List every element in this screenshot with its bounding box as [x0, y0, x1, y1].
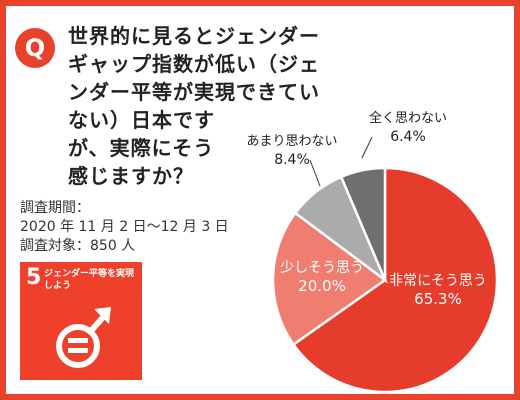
question-line: ギャップ指数が低い（ジェ [68, 52, 320, 76]
leader-line [309, 159, 321, 187]
slice-label: 非常にそう思う [389, 273, 487, 289]
sdg-title: ジェンダー平等を実現しよう [44, 269, 135, 291]
question-line: ンダー平等が実現できてい [68, 80, 320, 104]
pie-slice [339, 166, 387, 281]
question-line: が、実際にそう [68, 136, 215, 160]
sdg-number: 5 [26, 265, 42, 290]
survey-period: 2020 年 11 月 2 日〜12 月 3 日 [20, 219, 229, 235]
slice-value-label: 20.0% [298, 277, 346, 295]
pie-slice [291, 166, 499, 394]
question-line: 世界的に見るとジェンダー [68, 24, 320, 48]
slice-label: 少しそう思う [280, 260, 364, 276]
survey-target: 調査対象：850 人 [20, 238, 136, 254]
question-line: 感じますか？ [68, 164, 194, 188]
slice-value-label: 65.3% [414, 290, 462, 308]
sdg-goal-5-badge: 5 ジェンダー平等を実現しよう [20, 262, 142, 380]
pie-slice [271, 211, 388, 347]
gender-equality-icon [56, 307, 111, 368]
question-line: ない）日本です [68, 108, 215, 132]
question-badge: Q [15, 28, 55, 68]
question-text: 世界的に見るとジェンダー ギャップ指数が低い（ジェ ンダー平等が実現できてい な… [68, 22, 330, 190]
slice-value-label: 8.4% [274, 152, 310, 168]
slice-value-label: 6.4% [390, 129, 426, 145]
survey-period-label: 調査期間： [20, 200, 90, 216]
slice-label: 全く思わない [369, 110, 447, 126]
slice-label: あまり思わない [246, 134, 337, 149]
survey-info: 調査期間： 2020 年 11 月 2 日〜12 月 3 日 調査対象：850 … [20, 199, 229, 256]
leader-line [361, 136, 373, 159]
